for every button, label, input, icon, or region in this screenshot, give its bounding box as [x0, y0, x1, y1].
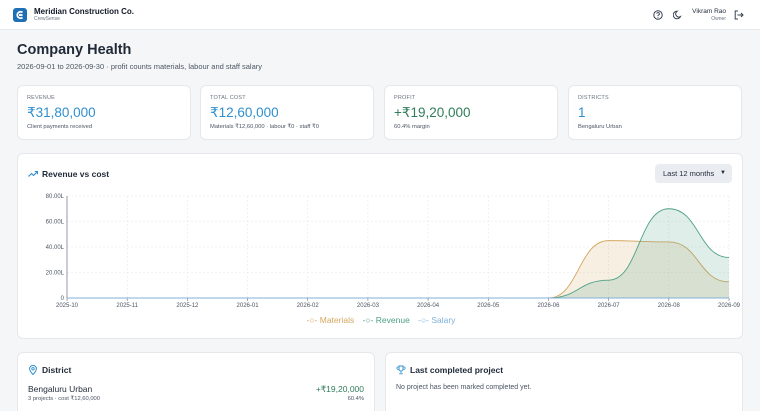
kpi-note: Client payments received	[27, 124, 93, 130]
x-tick-label: 2026-07	[598, 303, 621, 309]
revenue-cost-chart: 0 20.00L 40.00L 60.00L 80.00L 2025-10 2025-11 2…	[46, 194, 741, 309]
district-name: Bengaluru Urban	[28, 384, 93, 394]
legend-marker-icon: -○-	[306, 315, 318, 325]
y-tick-label: 40.00L	[46, 245, 65, 251]
page-subtitle: 2026-09-01 to 2026-09-30 · profit counts…	[17, 62, 263, 71]
x-tick-label: 2026-08	[658, 303, 681, 309]
profit-card: PROFIT +₹19,20,000 60.4% margin	[384, 85, 558, 140]
moon-icon[interactable]	[673, 10, 683, 20]
revenue-vs-cost-card: Revenue vs cost Last 12 months ▼ 0 20.00L…	[17, 153, 743, 339]
x-tick-label: 2026-02	[297, 303, 320, 309]
x-tick-label: 2025-11	[116, 303, 138, 309]
legend-marker-icon: -○-	[418, 315, 429, 325]
kpi-value: ₹12,60,000	[210, 105, 279, 120]
y-tick-label: 0	[61, 296, 65, 302]
district-card: District Bengaluru Urban 3 projects · co…	[17, 352, 375, 411]
district-title: District	[42, 365, 72, 375]
kpi-label: TOTAL COST	[210, 95, 246, 101]
app-name: CrewSense	[34, 16, 60, 22]
legend-item-materials[interactable]: -○- Materials	[307, 315, 355, 325]
x-tick-label: 2026-05	[477, 303, 500, 309]
empty-state-message: No project has been marked completed yet…	[396, 384, 532, 391]
series-area-revenue	[67, 208, 729, 298]
kpi-note: 60.4% margin	[394, 124, 430, 130]
legend-label: Materials	[319, 315, 355, 325]
kpi-value: ₹31,80,000	[27, 105, 96, 120]
district-meta: 3 projects · cost ₹12,60,000	[28, 396, 101, 402]
kpi-label: REVENUE	[27, 95, 55, 101]
company-name: Meridian Construction Co.	[34, 7, 134, 16]
trophy-icon	[396, 365, 406, 375]
kpi-label: DISTRICTS	[578, 95, 609, 101]
district-margin: 60.4%	[347, 396, 364, 402]
range-select-value: Last 12 months	[663, 169, 715, 178]
legend-item-revenue[interactable]: -○- Revenue	[363, 315, 410, 325]
x-tick-label: 2026-09	[718, 303, 741, 309]
user-name: Vikram Rao	[692, 8, 726, 15]
kpi-value: +₹19,20,000	[394, 105, 471, 120]
x-tick-label: 2025-12	[176, 303, 199, 309]
page-title: Company Health	[17, 42, 132, 58]
series-area-materials	[67, 240, 729, 298]
trend-up-icon	[28, 170, 38, 177]
last-project-title: Last completed project	[410, 365, 504, 375]
legend-label: Revenue	[375, 315, 410, 325]
x-tick-label: 2026-06	[537, 303, 560, 309]
revenue-card: REVENUE ₹31,80,000 Client payments recei…	[17, 85, 191, 140]
map-pin-icon	[29, 365, 37, 375]
range-select[interactable]: Last 12 months ▼	[655, 164, 732, 183]
kpi-note: Bengaluru Urban	[578, 124, 622, 130]
kpi-note: Materials ₹12,60,000 · labour ₹0 · staff…	[210, 124, 319, 130]
company-logo	[13, 8, 27, 22]
y-tick-label: 20.00L	[46, 271, 65, 277]
x-tick-label: 2026-03	[357, 303, 380, 309]
chevron-down-icon: ▼	[720, 170, 726, 176]
last-completed-project-card: Last completed project No project has be…	[385, 352, 743, 411]
total-cost-card: TOTAL COST ₹12,60,000 Materials ₹12,60,0…	[200, 85, 374, 140]
top-bar: Meridian Construction Co. CrewSense Vikr…	[0, 0, 760, 30]
districts-card: DISTRICTS 1 Bengaluru Urban	[568, 85, 742, 140]
chart-legend: -○- Materials -○- Revenue -○- Salary	[18, 315, 744, 325]
legend-marker-icon: -○-	[362, 315, 374, 325]
x-tick-label: 2026-04	[417, 303, 440, 309]
y-tick-label: 60.00L	[46, 220, 65, 226]
y-tick-label: 80.00L	[46, 194, 65, 200]
kpi-value: 1	[578, 105, 586, 120]
district-profit: +₹19,20,000	[315, 384, 364, 394]
x-tick-label: 2026-01	[237, 303, 260, 309]
x-tick-label: 2025-10	[56, 303, 79, 309]
user-role: Owner	[711, 16, 726, 22]
help-icon[interactable]	[653, 10, 663, 20]
kpi-label: PROFIT	[394, 95, 416, 101]
legend-label: Salary	[431, 315, 456, 325]
legend-item-salary[interactable]: -○- Salary	[418, 315, 455, 325]
logout-icon[interactable]	[734, 10, 744, 20]
chart-title: Revenue vs cost	[42, 169, 110, 179]
